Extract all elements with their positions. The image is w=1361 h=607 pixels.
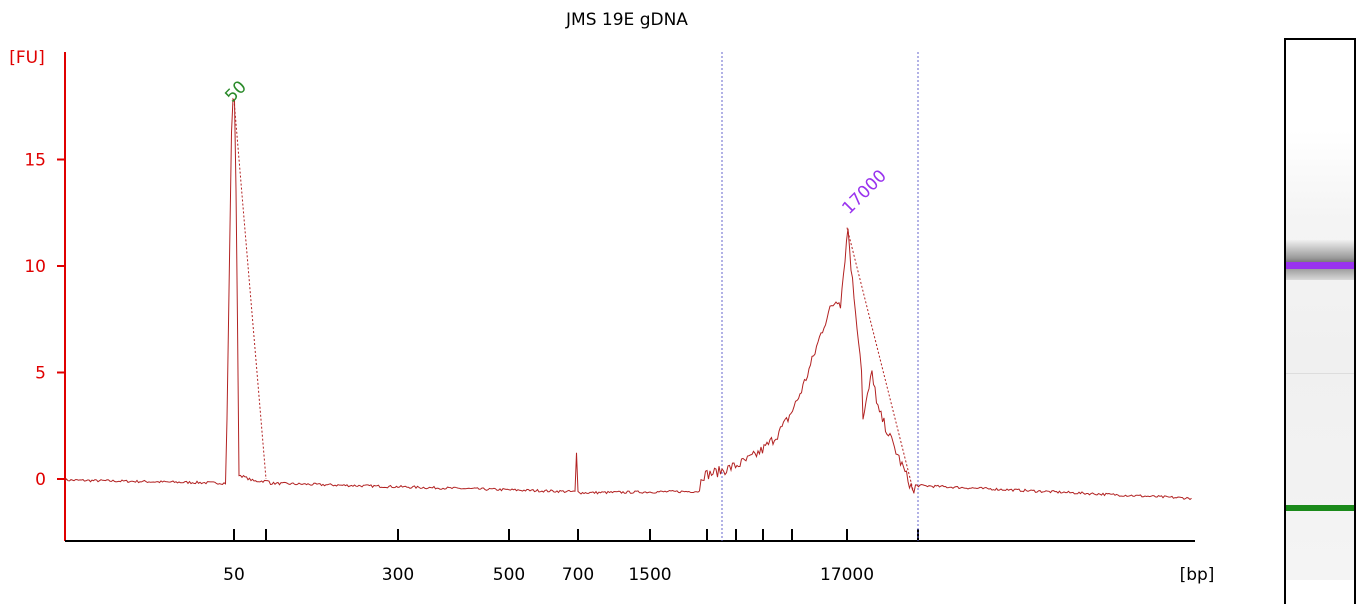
x-tick-label: 1500	[628, 565, 671, 585]
peak-label: 17000	[838, 166, 890, 218]
x-tick-label: 50	[223, 565, 245, 585]
faint-band	[1286, 373, 1354, 374]
x-tick-label: 500	[493, 565, 525, 585]
y-axis-label: [FU]	[9, 48, 45, 68]
peak-baseline-17000	[846, 227, 915, 495]
gel-background	[1286, 130, 1354, 580]
peak-baseline-50	[233, 99, 267, 480]
gel-lane-image	[1284, 38, 1356, 604]
peak-label: 50	[221, 77, 250, 106]
x-axis-label: [bp]	[1180, 565, 1215, 585]
y-tick-label: 10	[24, 257, 46, 277]
chart-title: JMS 19E gDNA	[565, 10, 688, 30]
electropherogram-chart: JMS 19E gDNA [FU] [bp] 0 5 10 15 50 300 500 70…	[9, 10, 1215, 585]
x-tick-label: 300	[382, 565, 414, 585]
gel-smear	[1286, 240, 1354, 280]
y-tick-label: 0	[35, 470, 46, 490]
lower-marker-band	[1286, 505, 1354, 511]
x-tick-label: 17000	[820, 565, 874, 585]
x-tick-label: 700	[562, 565, 594, 585]
y-tick-label: 5	[35, 364, 46, 384]
upper-marker-band	[1286, 262, 1354, 269]
y-tick-label: 15	[24, 151, 46, 171]
trace-line	[64, 97, 1192, 501]
